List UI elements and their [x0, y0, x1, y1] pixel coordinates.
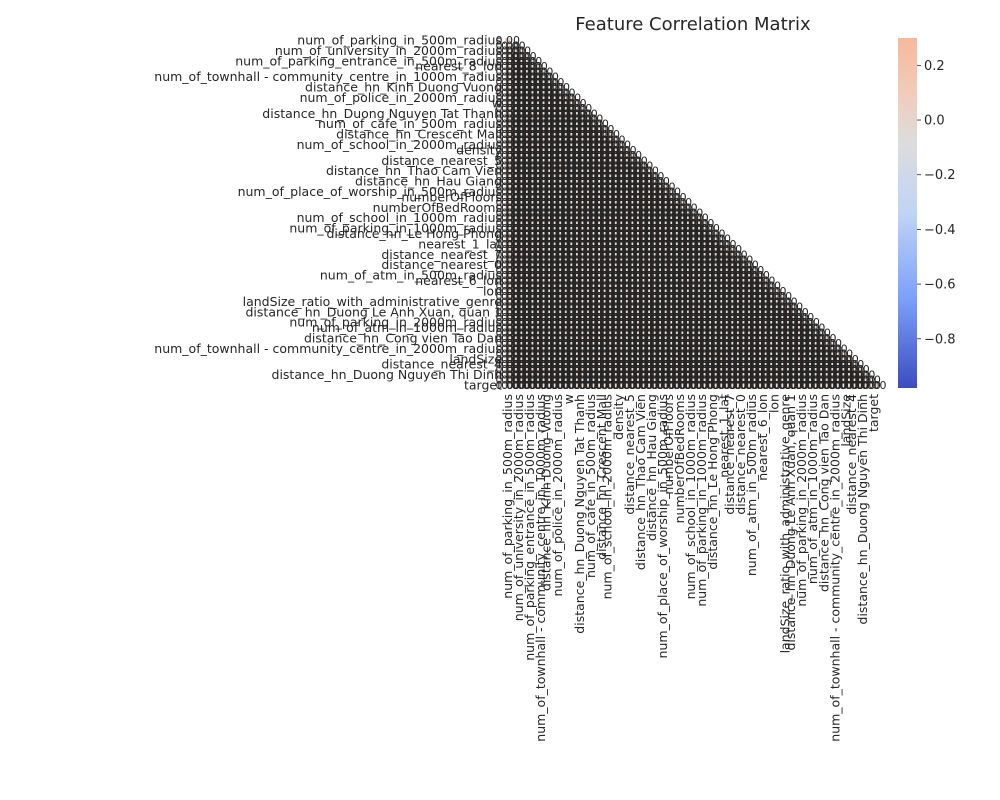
heatmap-cells [504, 37, 878, 389]
colorbar-tick-label: −0.8 [924, 332, 956, 347]
colorbar-tick-label: −0.6 [924, 278, 956, 293]
y-axis-tick-labels: num_of_parking_in_500m_radiusnum_of_univ… [154, 33, 502, 393]
heatmap-annotation: 0.00 [862, 379, 887, 392]
x-tick-label: target [866, 394, 881, 432]
x-tick-label: num_of_police_in_2000m_radius [550, 394, 565, 596]
colorbar-tick-label: −0.4 [924, 223, 956, 238]
heatmap-annotations: 0.000.000.000.000.000.000.000.000.000.00… [496, 34, 887, 392]
y-tick-label: target [464, 377, 502, 392]
colorbar-ticks: 0.2 0.0 −0.2 −0.4 −0.6 −0.8 [917, 59, 956, 347]
colorbar-tick-label: −0.2 [924, 168, 956, 183]
colorbar-gradient [898, 38, 917, 388]
x-axis-tick-labels: num_of_parking_in_500m_radiusnum_of_univ… [500, 393, 881, 741]
y-tick-label: num_of_police_in_2000m_radius [300, 90, 502, 105]
colorbar-tick-label: 0.0 [924, 114, 945, 129]
colorbar-tick-label: 0.2 [924, 59, 945, 74]
chart-title: Feature Correlation Matrix [575, 14, 811, 35]
colorbar: 0.2 0.0 −0.2 −0.4 −0.6 −0.8 [898, 38, 956, 388]
